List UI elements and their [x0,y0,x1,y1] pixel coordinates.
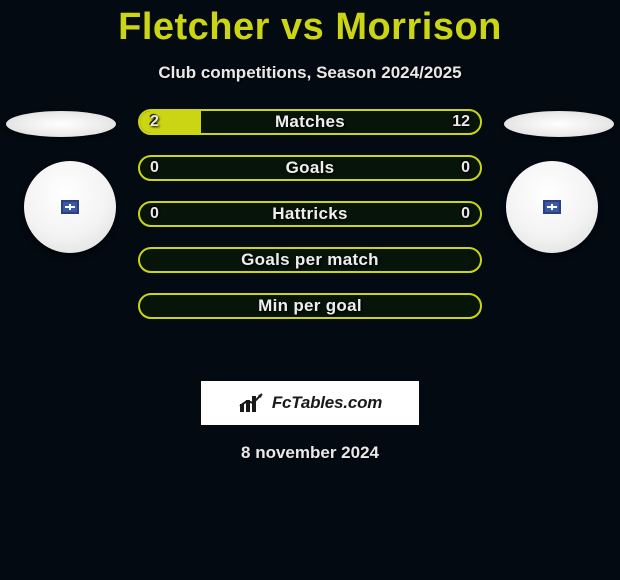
date-text: 8 november 2024 [0,443,620,463]
brand-text: FcTables.com [272,393,382,413]
stat-label: Goals per match [140,249,480,271]
stat-bar: 212Matches [138,109,482,135]
stat-label: Hattricks [140,203,480,225]
subtitle: Club competitions, Season 2024/2025 [0,63,620,83]
stat-bar: Min per goal [138,293,482,319]
page-title: Fletcher vs Morrison [0,0,620,49]
comparison-stage: 212Matches 00Goals 00Hattricks Goals per ma… [0,109,620,359]
stat-label: Matches [140,111,480,133]
club-badge-icon [61,200,79,214]
brand-chart-icon [238,392,266,414]
club-right-avatar [506,161,598,253]
player-left-platform [6,111,116,137]
stat-bar: Goals per match [138,247,482,273]
stat-bar: 00Goals [138,155,482,181]
brand-box: FcTables.com [201,381,419,425]
club-badge-icon [543,200,561,214]
stat-bar: 00Hattricks [138,201,482,227]
player-right-platform [504,111,614,137]
stat-label: Min per goal [140,295,480,317]
club-left-avatar [24,161,116,253]
stat-bars: 212Matches 00Goals 00Hattricks Goals per ma… [138,109,482,319]
stat-label: Goals [140,157,480,179]
